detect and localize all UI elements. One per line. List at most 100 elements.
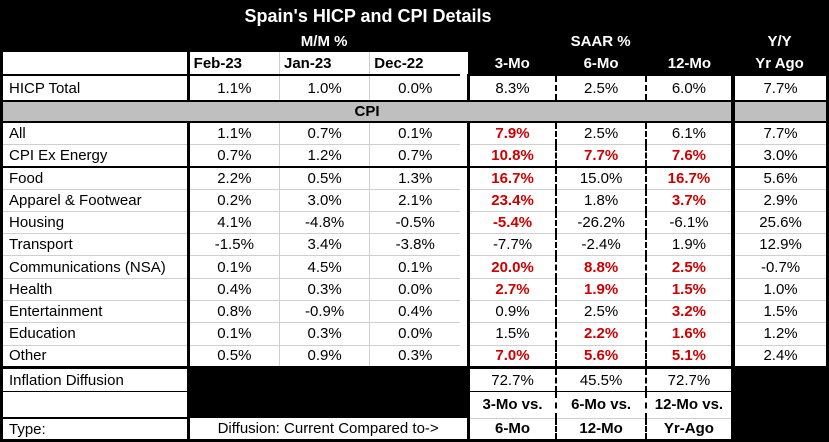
saar-3mo-cell: 10.8% [466, 144, 557, 168]
title-row-filler [733, 1, 828, 30]
spacer-cell [460, 167, 468, 189]
spacer-cell [460, 75, 469, 102]
mm-dec-cell: 2.1% [369, 189, 461, 212]
mm-feb-cell: 0.4% [188, 278, 280, 301]
comparison-top-row: 3-Mo vs. 6-Mo vs. 12-Mo vs. [1, 391, 828, 420]
table-row: Transport -1.5% 3.4% -3.8% -7.7% -2.4% 1… [1, 233, 828, 257]
yy-cell: 1.5% [731, 300, 828, 324]
table-row: Entertainment 0.8% -0.9% 0.4% 0.9% 2.5% … [1, 300, 828, 324]
row-label: Other [1, 345, 190, 369]
mm-jan-cell: 3.4% [278, 233, 370, 257]
mm-dec-cell: -3.8% [369, 233, 461, 257]
saar-12mo-cell: 1.6% [644, 322, 734, 346]
spacer-cell [460, 189, 468, 211]
mm-dec-cell: 0.0% [369, 75, 461, 102]
saar-3mo-cell: 2.7% [466, 278, 557, 301]
row-label: HICP Total [1, 75, 190, 102]
saar-6mo-cell: 1.9% [555, 278, 646, 301]
type-row: Type: Diffusion: Current Compared to-> 6… [1, 418, 828, 441]
saar-3mo-cell: 1.5% [466, 322, 557, 346]
saar-6mo-cell: 2.2% [555, 322, 646, 346]
saar-6mo-cell: 2.5% [555, 122, 646, 145]
column-header-12mo: 12-Mo [645, 52, 734, 77]
saar-12mo-cell: 7.6% [644, 144, 734, 168]
mm-jan-cell: 4.5% [278, 255, 370, 279]
table-row: Health 0.4% 0.3% 0.0% 2.7% 1.9% 1.5% 1.0… [1, 278, 828, 301]
blackout-cell [731, 367, 828, 392]
row-label: All [1, 122, 190, 145]
table-row: Food 2.2% 0.5% 1.3% 16.7% 15.0% 16.7% 5.… [1, 166, 828, 190]
spacer-cell [460, 122, 468, 144]
type-label: Type: [1, 418, 190, 441]
spacer-cell [460, 234, 468, 256]
saar-12mo-cell: -6.1% [644, 211, 734, 235]
row-label: Transport [1, 233, 190, 257]
mm-jan-cell: 0.7% [278, 122, 370, 145]
column-header-jan: Jan-23 [278, 52, 370, 77]
mm-jan-cell: 0.3% [278, 322, 370, 346]
mm-dec-cell: 0.7% [369, 144, 461, 168]
comparison-base-12mo-cell: Yr-Ago [644, 418, 734, 441]
diffusion-note: Diffusion: Current Compared to-> [217, 420, 439, 438]
saar-3mo-cell: 20.0% [466, 255, 557, 279]
row-label: Apparel & Footwear [1, 189, 190, 212]
saar-6mo-cell: 1.8% [555, 189, 646, 212]
spacer-cell [460, 52, 468, 75]
yy-cell: 2.4% [731, 345, 828, 369]
inflation-diffusion-row: Inflation Diffusion 72.7% 45.5% 72.7% [1, 367, 828, 393]
saar-12mo-cell: 3.7% [644, 189, 734, 212]
row-label: Education [1, 322, 190, 346]
blackout-cell [188, 367, 469, 392]
group-header-mm: M/M % [188, 29, 461, 53]
mm-dec-cell: 1.3% [369, 166, 461, 190]
group-header-row: M/M % SAAR % Y/Y [1, 29, 828, 53]
mm-jan-cell: -4.8% [278, 211, 370, 235]
yy-cell: -0.7% [731, 255, 828, 279]
column-header-feb: Feb-23 [188, 52, 280, 77]
row-label-empty [1, 391, 190, 420]
spacer-cell [460, 256, 468, 278]
mm-jan-cell: 3.0% [278, 189, 370, 212]
saar-3mo-cell: 16.7% [466, 166, 557, 190]
mm-dec-cell: 0.0% [369, 278, 461, 301]
comparison-12mo-cell: 12-Mo vs. [644, 391, 734, 419]
saar-12mo-cell: 2.5% [644, 255, 734, 279]
mm-jan-cell: 1.0% [278, 75, 370, 102]
row-label: Entertainment [1, 300, 190, 324]
mm-feb-cell: 2.2% [188, 166, 280, 190]
column-header-dec: Dec-22 [369, 52, 461, 77]
spacer-cell [460, 144, 469, 168]
column-header-3mo: 3-Mo [468, 52, 557, 77]
group-header-filler [1, 29, 189, 53]
saar-3mo-cell: 7.0% [466, 345, 557, 369]
column-header-6mo: 6-Mo [556, 52, 646, 77]
row-label: CPI Ex Energy [1, 144, 190, 168]
row-label: Housing [1, 211, 190, 235]
mm-dec-cell: 0.1% [369, 122, 461, 145]
mm-feb-cell: 1.1% [188, 75, 280, 102]
saar-3mo-cell: 8.3% [466, 75, 557, 102]
saar-6mo-cell: 8.8% [555, 255, 646, 279]
group-header-yy: Y/Y [733, 29, 828, 53]
yy-cell: 2.9% [731, 189, 828, 212]
yy-cell: 3.0% [731, 144, 828, 168]
saar-12mo-cell: 5.1% [644, 345, 734, 369]
saar-6mo-cell: 2.5% [555, 300, 646, 324]
group-header-saar: SAAR % [468, 29, 734, 53]
title-row: Spain's HICP and CPI Details [1, 1, 828, 30]
row-label: Health [1, 278, 190, 301]
spacer-cell [460, 323, 468, 345]
mm-feb-cell: 1.1% [188, 122, 280, 145]
column-header-empty [1, 52, 190, 77]
diffusion-12mo-cell: 72.7% [644, 367, 734, 393]
table-row: Apparel & Footwear 0.2% 3.0% 2.1% 23.4% … [1, 189, 828, 212]
yy-cell: 12.9% [731, 233, 828, 257]
saar-6mo-cell: 5.6% [555, 345, 646, 369]
yy-cell: 25.6% [731, 211, 828, 235]
column-header-yrago: Yr Ago [733, 52, 828, 77]
mm-feb-cell: 0.1% [188, 255, 280, 279]
row-label: Communications (NSA) [1, 255, 190, 279]
table-row: All 1.1% 0.7% 0.1% 7.9% 2.5% 6.1% 7.7% [1, 122, 828, 145]
yy-cell: 7.7% [731, 122, 828, 145]
group-header-spacer [460, 29, 469, 53]
